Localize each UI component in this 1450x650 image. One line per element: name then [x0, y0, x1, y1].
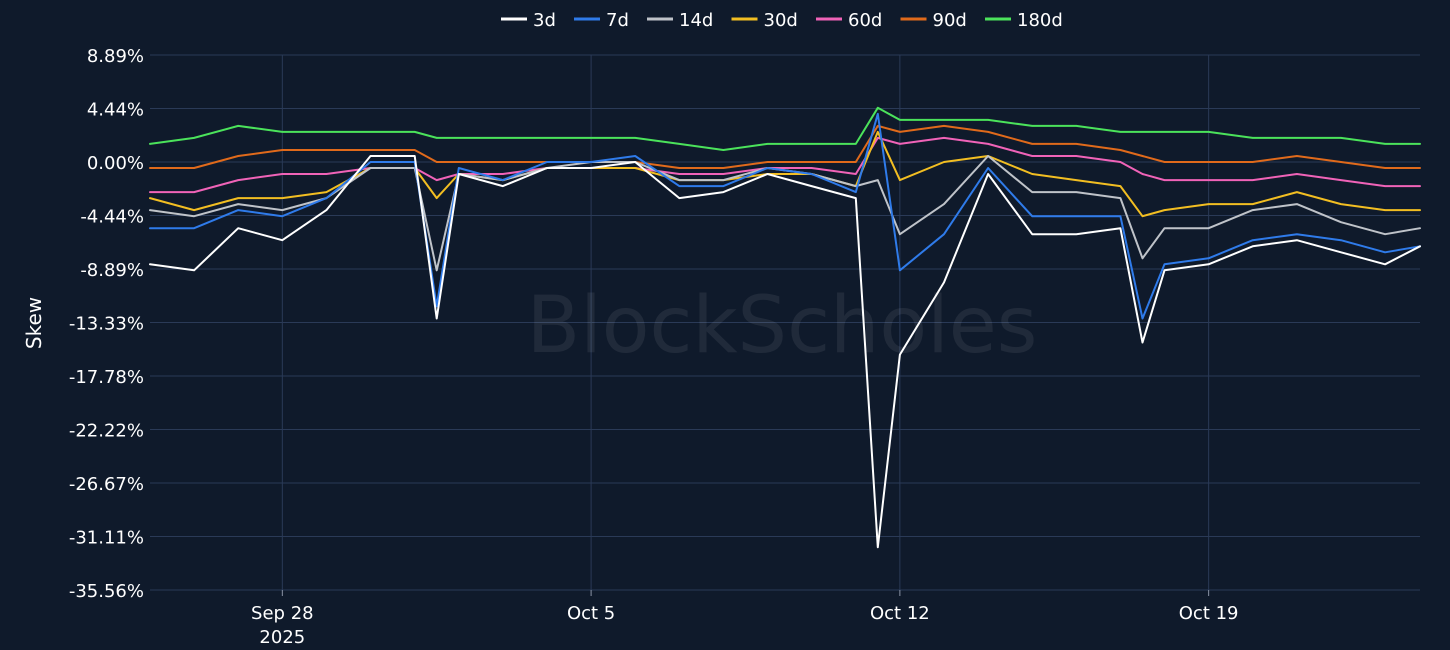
- watermark-text: BlockScholes: [527, 281, 1038, 371]
- grid: [150, 54, 1420, 596]
- legend-item-30d[interactable]: 30d: [731, 10, 798, 31]
- y-tick-label: -17.78%: [69, 367, 144, 388]
- x-tick-sublabel: 2025: [259, 627, 305, 648]
- x-tick-label: Oct 5: [567, 603, 615, 624]
- legend-label: 180d: [1017, 10, 1063, 31]
- y-tick-label: 0.00%: [87, 153, 144, 174]
- y-tick-label: 8.89%: [87, 46, 144, 67]
- legend-item-60d[interactable]: 60d: [816, 10, 882, 31]
- legend-item-180d[interactable]: 180d: [985, 10, 1063, 31]
- y-axis-title: Skew: [22, 297, 46, 349]
- y-tick-label: -4.44%: [80, 207, 144, 228]
- legend-item-90d[interactable]: 90d: [900, 10, 967, 31]
- y-tick-label: -35.56%: [69, 581, 144, 602]
- y-tick-label: -26.67%: [69, 474, 144, 495]
- x-tick-label: Oct 12: [870, 603, 930, 624]
- x-tick-label: Oct 19: [1179, 603, 1239, 624]
- y-tick-label: -22.22%: [69, 421, 144, 442]
- y-tick-label: 4.44%: [87, 100, 144, 121]
- series-line-3d: [149, 155, 1421, 549]
- series-line-90d: [149, 124, 1421, 169]
- x-tick-label: Sep 28: [251, 603, 314, 624]
- y-tick-label: -8.89%: [80, 260, 144, 281]
- x-axis-ticks: Sep 28 2025 Oct 5 Oct 12 Oct 19: [251, 603, 1238, 648]
- legend: 3d 7d 14d 30d 60d 90d 180d: [501, 10, 1063, 31]
- legend-label: 60d: [848, 10, 882, 31]
- series-line-180d: [149, 106, 1421, 151]
- legend-label: 14d: [679, 10, 713, 31]
- legend-item-7d[interactable]: 7d: [574, 10, 629, 31]
- legend-item-14d[interactable]: 14d: [647, 10, 713, 31]
- series-line-7d: [149, 112, 1421, 320]
- legend-label: 30d: [764, 10, 798, 31]
- legend-label: 3d: [533, 10, 556, 31]
- legend-item-3d[interactable]: 3d: [501, 10, 556, 31]
- y-tick-label: -13.33%: [69, 314, 144, 335]
- legend-label: 7d: [606, 10, 629, 31]
- y-axis-ticks: 8.89% 4.44% 0.00% -4.44% -8.89% -13.33% -17.78…: [69, 46, 144, 602]
- y-tick-label: -31.11%: [69, 528, 144, 549]
- legend-label: 90d: [933, 10, 967, 31]
- series-lines: [149, 106, 1421, 549]
